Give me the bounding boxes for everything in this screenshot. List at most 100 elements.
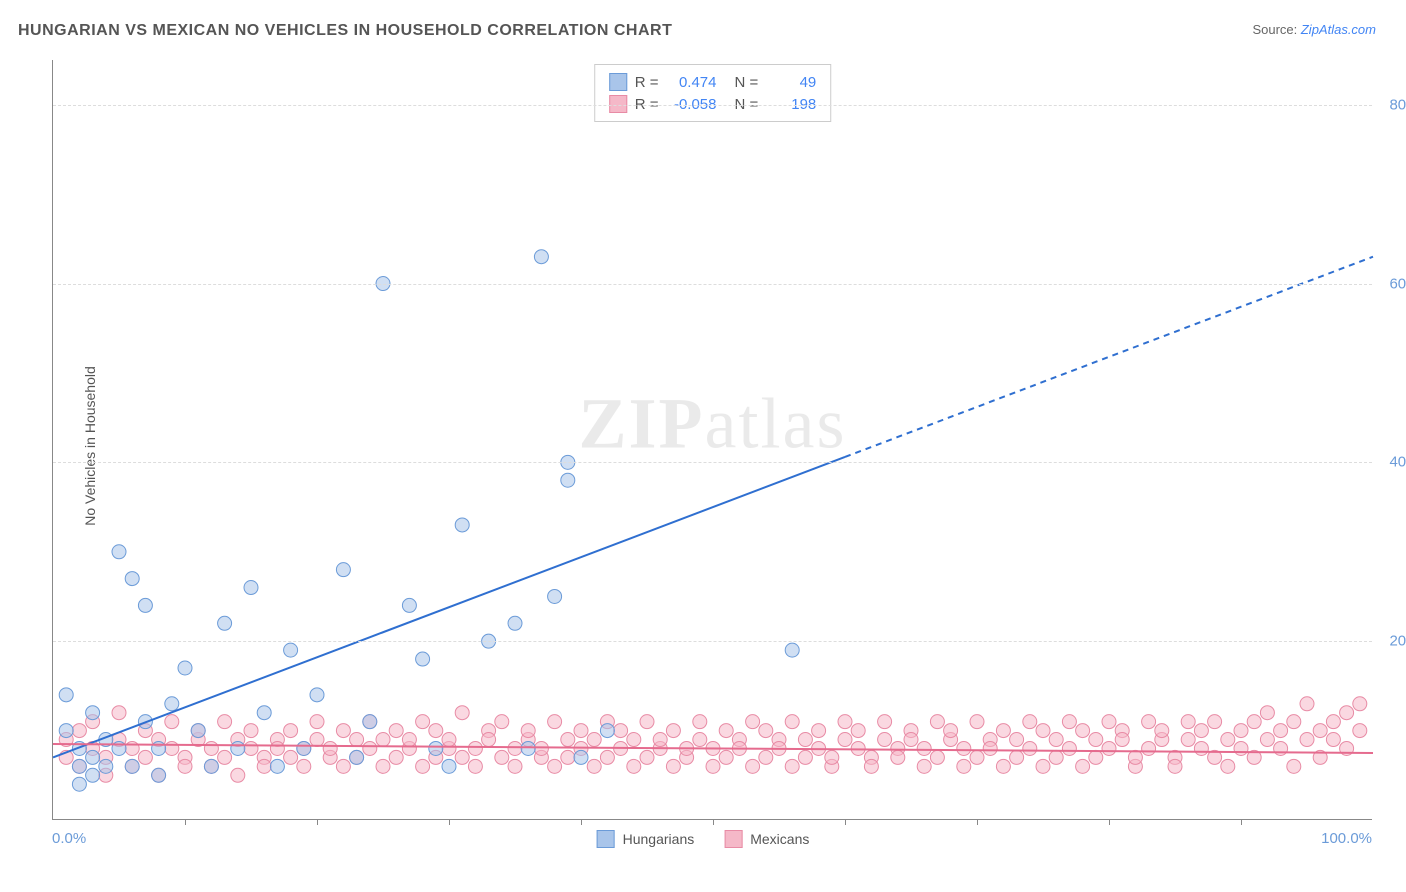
scatter-point [759, 724, 773, 738]
scatter-point [416, 715, 430, 729]
scatter-point [1168, 759, 1182, 773]
x-tick [449, 819, 450, 825]
x-tick [1109, 819, 1110, 825]
legend-label: Hungarians [623, 831, 695, 847]
scatter-point [627, 759, 641, 773]
scatter-point [1181, 715, 1195, 729]
scatter-point [231, 768, 245, 782]
scatter-point [1234, 741, 1248, 755]
x-tick [977, 819, 978, 825]
scatter-point [785, 715, 799, 729]
x-tick [713, 819, 714, 825]
source-link[interactable]: ZipAtlas.com [1301, 22, 1376, 37]
scatter-point [957, 741, 971, 755]
scatter-point [323, 741, 337, 755]
legend-item: Hungarians [597, 830, 695, 848]
scatter-point [442, 759, 456, 773]
scatter-point [99, 759, 113, 773]
scatter-point [508, 759, 522, 773]
scatter-point [1300, 733, 1314, 747]
scatter-point [178, 661, 192, 675]
scatter-point [600, 750, 614, 764]
scatter-point [1036, 759, 1050, 773]
scatter-point [152, 768, 166, 782]
scatter-point [930, 715, 944, 729]
scatter-point [468, 759, 482, 773]
scatter-point [864, 759, 878, 773]
scatter-point [996, 759, 1010, 773]
source-prefix: Source: [1252, 22, 1300, 37]
scatter-point [1089, 750, 1103, 764]
scatter-point [218, 750, 232, 764]
scatter-point [1062, 715, 1076, 729]
scatter-point [416, 652, 430, 666]
scatter-point [719, 750, 733, 764]
scatter-point [1128, 750, 1142, 764]
scatter-point [244, 741, 258, 755]
scatter-point [178, 759, 192, 773]
scatter-point [798, 733, 812, 747]
x-tick [845, 819, 846, 825]
scatter-point [455, 750, 469, 764]
scatter-point [284, 724, 298, 738]
scatter-point [944, 724, 958, 738]
scatter-point [376, 733, 390, 747]
scatter-point [350, 750, 364, 764]
x-tick [185, 819, 186, 825]
scatter-point [1194, 724, 1208, 738]
scatter-point [1326, 733, 1340, 747]
scatter-point [1353, 697, 1367, 711]
scatter-point [838, 715, 852, 729]
legend-item: Mexicans [724, 830, 809, 848]
scatter-point [297, 759, 311, 773]
scatter-point [336, 759, 350, 773]
scatter-point [1260, 733, 1274, 747]
scatter-point [86, 768, 100, 782]
scatter-point [627, 733, 641, 747]
scatter-point [363, 715, 377, 729]
scatter-point [1089, 733, 1103, 747]
scatter-point [508, 741, 522, 755]
scatter-point [402, 733, 416, 747]
scatter-point [1274, 741, 1288, 755]
scatter-point [785, 643, 799, 657]
scatter-point [363, 741, 377, 755]
scatter-point [1115, 733, 1129, 747]
scatter-point [204, 741, 218, 755]
scatter-point [917, 759, 931, 773]
scatter-point [1076, 724, 1090, 738]
trend-line-solid [53, 457, 845, 757]
scatter-point [548, 589, 562, 603]
scatter-point [534, 250, 548, 264]
scatter-point [561, 750, 575, 764]
scatter-point [1049, 750, 1063, 764]
y-tick-label: 60.0% [1389, 275, 1406, 292]
scatter-point [1274, 724, 1288, 738]
scatter-point [970, 715, 984, 729]
scatter-point [587, 759, 601, 773]
scatter-point [1340, 706, 1354, 720]
scatter-point [878, 715, 892, 729]
scatter-point [838, 733, 852, 747]
scatter-point [138, 750, 152, 764]
source-attribution: Source: ZipAtlas.com [1252, 22, 1376, 37]
scatter-point [1076, 759, 1090, 773]
scatter-point [693, 715, 707, 729]
scatter-point [798, 750, 812, 764]
scatter-point [112, 545, 126, 559]
scatter-point [336, 563, 350, 577]
scatter-point [548, 715, 562, 729]
scatter-point [72, 777, 86, 791]
scatter-point [1049, 733, 1063, 747]
scatter-point [706, 759, 720, 773]
scatter-point [1010, 733, 1024, 747]
scatter-point [561, 733, 575, 747]
legend-swatch [724, 830, 742, 848]
scatter-point [350, 733, 364, 747]
gridline [53, 462, 1372, 463]
scatter-point [125, 572, 139, 586]
scatter-point [165, 715, 179, 729]
scatter-point [1023, 715, 1037, 729]
scatter-point [231, 741, 245, 755]
scatter-point [746, 715, 760, 729]
